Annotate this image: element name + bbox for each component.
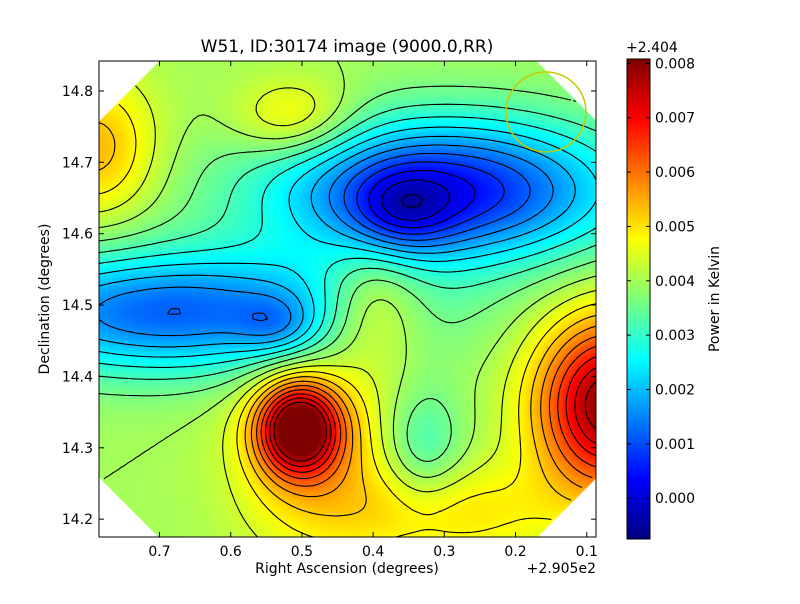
colorbar-tick-label: 0.000 — [655, 491, 695, 507]
plot-area — [98, 60, 597, 538]
y-axis-label: Declination (degrees) — [37, 224, 53, 375]
colorbar-label: Power in Kelvin — [707, 246, 723, 352]
colorbar-tick-label: 0.002 — [655, 383, 695, 399]
contour-line — [99, 122, 596, 517]
contour-line — [167, 152, 531, 321]
contour-line — [99, 85, 596, 463]
colorbar-tick-label: 0.003 — [655, 328, 695, 344]
y-tick-label: 14.7 — [62, 155, 93, 171]
colorbar-offset-label: +2.404 — [626, 40, 678, 56]
colorbar-tick-label: 0.004 — [655, 274, 695, 290]
x-tick-label: 0.4 — [362, 544, 384, 560]
x-tick-label: 0.5 — [291, 544, 313, 560]
chart-title: W51, ID:30174 image (9000.0,RR) — [201, 37, 494, 57]
contour-line — [401, 193, 424, 208]
colorbar-tick-label: 0.006 — [655, 165, 695, 181]
x-tick-label: 0.7 — [148, 544, 170, 560]
y-tick-label: 14.2 — [62, 512, 93, 528]
contour-line — [99, 103, 596, 537]
x-tick-label: 0.6 — [220, 544, 242, 560]
contour-lines — [99, 61, 596, 537]
y-tick-label: 14.8 — [62, 84, 93, 100]
heatmap-image — [99, 61, 596, 537]
y-tick-label: 14.5 — [62, 298, 93, 314]
y-tick-label: 14.6 — [62, 227, 93, 243]
colorbar: 0.008 0.007 0.006 0.005 0.004 0.003 0.002 0.001… — [626, 40, 723, 540]
contour-line — [368, 169, 476, 229]
contour-line — [264, 356, 596, 473]
x-offset-label: +2.905e2 — [527, 561, 596, 577]
contour-line — [356, 161, 505, 235]
contour-line — [99, 144, 554, 337]
colorbar-tick-label: 0.008 — [655, 56, 695, 72]
contour-line — [99, 116, 596, 368]
contour-line — [99, 126, 596, 358]
contour-line — [99, 85, 596, 537]
x-axis: 0.7 0.6 0.5 0.4 0.3 0.2 0.1 — [148, 61, 598, 560]
y-tick-label: 14.3 — [62, 441, 93, 457]
contour-line — [256, 335, 596, 487]
x-tick-label: 0.3 — [433, 544, 455, 560]
contour-line — [250, 325, 596, 498]
x-tick-label: 0.1 — [576, 544, 598, 560]
contour-line — [260, 345, 596, 480]
colorbar-tick-label: 0.005 — [655, 219, 695, 235]
colorbar-tick-label: 0.007 — [655, 111, 695, 127]
y-tick-label: 14.4 — [62, 369, 93, 385]
y-axis: 14.8 14.7 14.6 14.5 14.4 14.3 14.2 — [62, 84, 596, 528]
plot-frame — [98, 60, 597, 538]
contour-line — [269, 367, 596, 468]
colorbar-gradient — [626, 58, 651, 540]
contour-line — [99, 135, 576, 348]
colorbar-ticks: 0.008 0.007 0.006 0.005 0.004 0.003 0.002 0.001… — [627, 56, 695, 507]
x-axis-label: Right Ascension (degrees) — [255, 561, 439, 577]
contour-line — [273, 381, 596, 462]
contour-line — [381, 179, 450, 221]
beam-circle — [505, 71, 587, 153]
contour-line — [99, 103, 596, 380]
x-tick-label: 0.2 — [504, 544, 526, 560]
colorbar-tick-label: 0.001 — [655, 437, 695, 453]
